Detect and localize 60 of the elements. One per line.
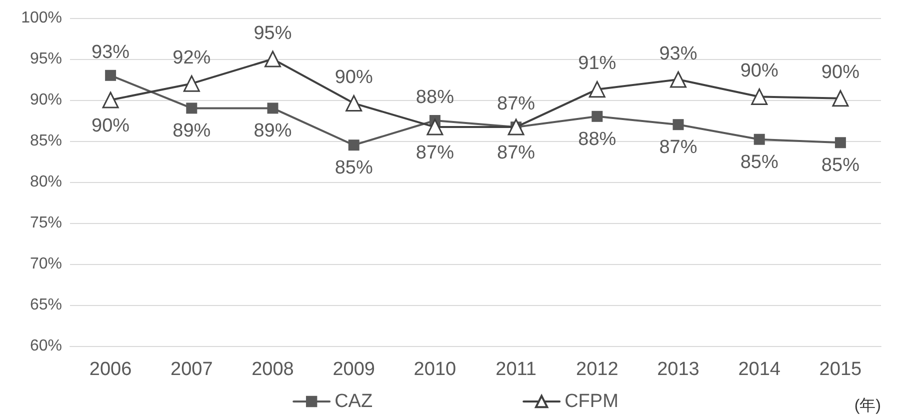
y-tick-label: 90% <box>30 92 62 108</box>
legend-label: CAZ <box>334 391 373 412</box>
point <box>105 70 116 81</box>
point <box>751 88 768 105</box>
x-axis-title: (年) <box>854 398 881 414</box>
legend-label: CFPM <box>564 391 618 412</box>
data-label: 87% <box>497 142 536 164</box>
point <box>348 140 360 151</box>
data-label: 88% <box>578 128 616 150</box>
data-label: 85% <box>334 158 373 179</box>
data-label: 92% <box>172 47 211 68</box>
y-tick-label: 80% <box>30 174 62 190</box>
point <box>832 90 849 107</box>
data-label: 87% <box>497 94 536 115</box>
x-tick-label: 2014 <box>738 359 781 380</box>
point <box>102 92 119 108</box>
point <box>588 81 606 98</box>
x-tick-label: 2007 <box>170 359 213 380</box>
point <box>183 75 200 92</box>
point <box>672 119 684 130</box>
data-label: 90% <box>92 115 130 136</box>
y-tick-label: 75% <box>30 214 62 232</box>
x-tick-label: 2012 <box>576 359 618 380</box>
data-label: 87% <box>416 142 454 164</box>
x-tick-label: 2011 <box>496 359 536 380</box>
data-label: 89% <box>254 120 292 142</box>
data-label: 85% <box>740 152 778 173</box>
point <box>267 102 278 114</box>
point <box>834 137 846 148</box>
y-tick-label: 65% <box>30 296 62 314</box>
data-label: 91% <box>578 53 616 74</box>
y-tick-label: 85% <box>30 132 62 150</box>
point <box>186 102 198 114</box>
x-tick-label: 2013 <box>657 359 700 380</box>
data-label: 85% <box>821 155 860 176</box>
y-tick-label: 95% <box>30 50 62 68</box>
x-tick-label: 2009 <box>332 359 375 380</box>
point <box>508 118 524 136</box>
point <box>592 110 603 122</box>
y-tick-label: 100% <box>21 10 62 26</box>
y-tick-label: 70% <box>30 256 62 272</box>
point <box>346 95 362 112</box>
data-label: 90% <box>740 60 778 82</box>
data-label: 88% <box>416 87 454 108</box>
y-tick-label: 60% <box>30 338 62 354</box>
data-label: 93% <box>659 43 698 64</box>
data-label: 87% <box>659 137 698 158</box>
point <box>426 118 444 136</box>
point <box>754 134 765 145</box>
x-tick-label: 2015 <box>819 359 862 380</box>
point <box>264 50 281 68</box>
data-label: 90% <box>334 67 373 88</box>
data-label: 90% <box>821 62 860 84</box>
data-label: 89% <box>172 120 211 142</box>
point <box>670 71 686 88</box>
x-tick-label: 2006 <box>89 359 132 380</box>
data-label: 93% <box>92 42 130 63</box>
x-tick-label: 2010 <box>414 359 456 380</box>
data-label: 95% <box>254 22 292 44</box>
x-tick-label: 2008 <box>252 359 294 380</box>
